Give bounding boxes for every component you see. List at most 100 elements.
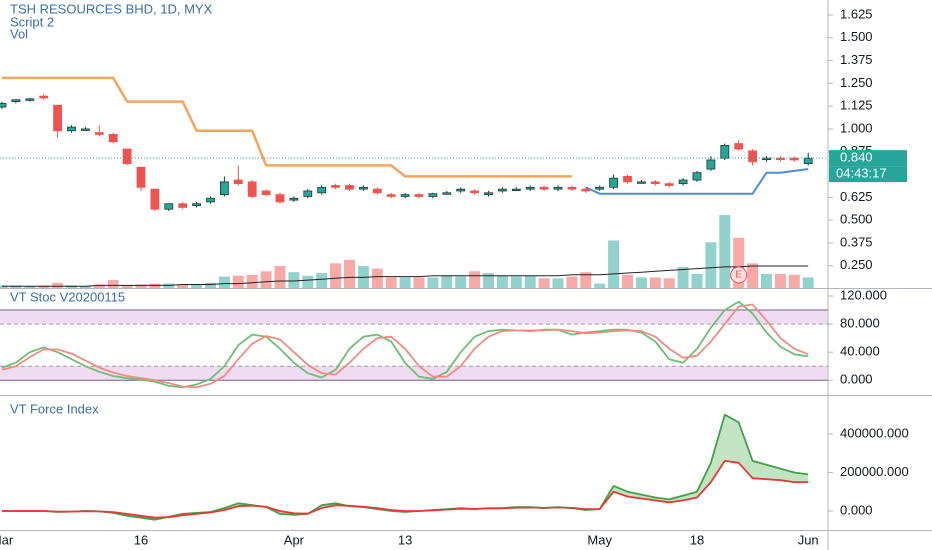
candle-body [261,190,271,196]
y-tick-label: 0.000 [840,372,873,387]
volume-bar [441,275,453,288]
candle-body [358,186,368,190]
y-tick-label: 40.000 [840,344,880,359]
last-price-box [829,150,907,167]
volume-bar [552,278,564,288]
candle-body [428,193,438,197]
candle-body [581,188,591,192]
volume-bar [455,276,467,288]
volume-bar [107,280,119,288]
y-tick-label: 0.375 [840,234,873,249]
candle-body [53,104,62,132]
volume-bar [205,282,216,288]
x-tick-label: Mar [0,532,14,547]
volume-bar [802,277,814,288]
volume-bar [191,284,203,288]
volume-bar [302,275,314,288]
candle-body [511,188,521,192]
event-label: E [735,270,742,281]
overlay-line [2,76,572,178]
volume-bar [371,268,383,288]
volume-bar [330,263,342,288]
candle-body [289,197,299,201]
volume-bar [705,242,717,288]
volume-bar [288,272,300,288]
fill-between [683,491,697,501]
candle-body [734,143,744,150]
volume-bar [218,276,230,288]
x-tick-label: May [587,532,612,547]
volume-bar [608,240,620,288]
y-tick-label: 200000.000 [840,464,909,479]
candle-body [372,188,382,194]
candle-body [692,172,702,181]
candle-body [39,95,49,99]
volume-bar [316,273,328,288]
candle-body [303,190,313,197]
candle-body [400,194,410,197]
candle-body [206,197,215,203]
candle-body [67,126,76,132]
volume-bar [385,277,397,288]
y-tick-label: 1.250 [840,75,873,90]
fill-between [794,472,809,483]
band [0,310,828,325]
volume-bar [774,273,786,288]
candle-body [748,150,757,163]
y-tick-label: 1.125 [840,98,873,113]
candle-body [706,159,716,170]
volume-bar [52,282,64,288]
x-tick-label: 13 [398,532,412,547]
volume-bar [232,275,244,288]
candle-body [275,194,285,203]
y-tick-label: 1.500 [840,29,873,44]
fill-between [752,460,767,480]
candle-body [122,148,132,165]
volume-bar [483,273,494,288]
countdown-label: 04:43:17 [836,166,887,181]
candle-body [25,98,35,101]
candle-body [497,188,507,192]
volume-bar [622,274,633,288]
candle-body [136,166,146,188]
fill-between [724,414,739,463]
volume-bar [677,266,689,288]
candle-body [331,185,341,188]
fill-between [738,422,753,479]
candle-body [664,183,674,186]
candle-body [650,181,660,185]
candle-body [81,128,90,131]
countdown-box [829,166,907,183]
chart-title: TSH RESOURCES BHD, 1D, MYX [10,1,213,16]
candle-body [317,186,327,194]
candle-body [609,177,618,188]
last-price-label: 0.840 [840,150,873,165]
candle-body [219,181,229,196]
volume-bar [663,278,675,288]
volume-bar [79,286,91,288]
indicator-name: Script 2 [10,14,54,29]
volume-bar [413,277,425,288]
candle-body [803,157,813,165]
volume-bar [121,285,133,288]
candle-body [164,203,174,210]
volume-bar [538,278,550,288]
volume-bar [246,274,258,288]
fill-between [766,464,781,481]
y-tick-label: 0.625 [840,189,873,204]
candle-body [525,186,535,190]
volume-bar [510,276,522,288]
y-tick-label: 400000.000 [840,425,909,440]
candle-body [414,194,424,197]
volume-bar [719,214,731,288]
y-tick-label: 80.000 [840,316,880,331]
y-tick-label: 1.000 [840,120,873,135]
volume-bar [594,283,606,288]
indicator-line [1,303,809,389]
indicator-line [1,300,809,389]
volume-bar [524,275,536,288]
volume-bar [747,263,759,288]
volume-bar [649,277,661,288]
volume-bar [496,275,508,288]
volume-bar [274,266,286,288]
